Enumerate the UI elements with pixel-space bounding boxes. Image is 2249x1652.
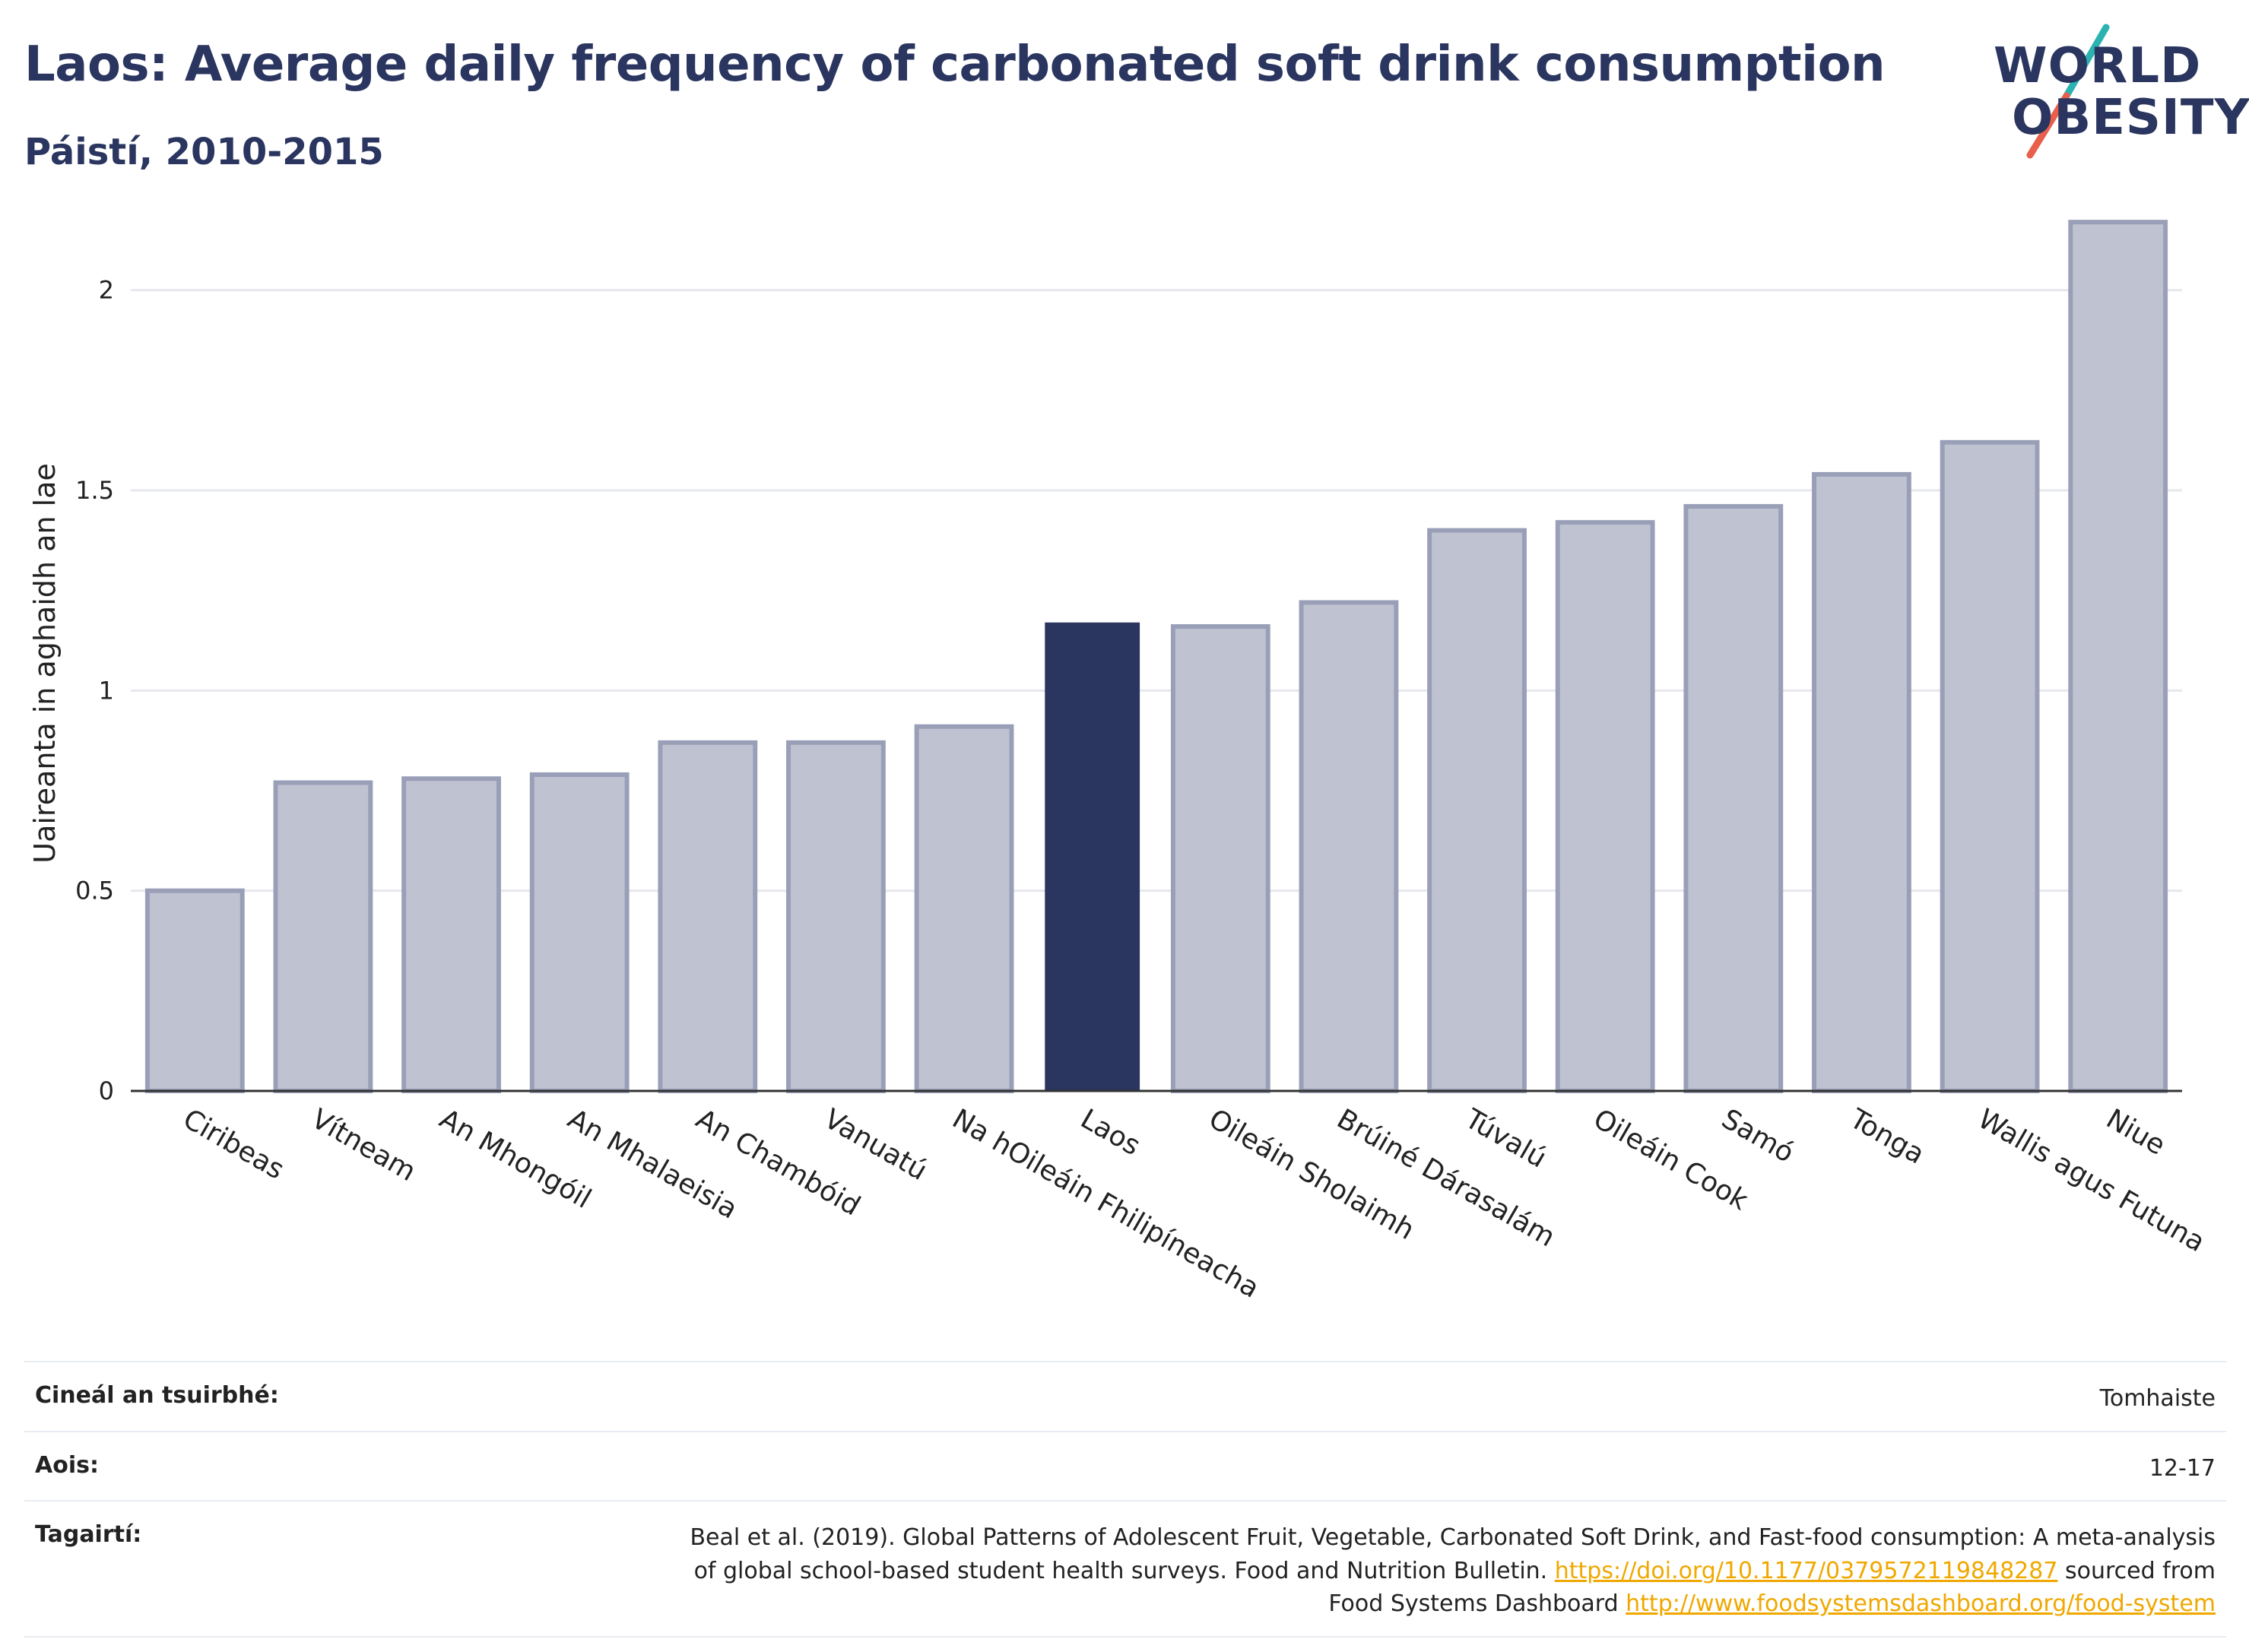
bar-laos <box>1045 622 1140 1091</box>
y-tick-label: 1 <box>99 676 114 705</box>
metadata-table: Cineál an tsuirbhé: Tomhaiste Aois: 12-1… <box>24 1361 2226 1638</box>
reference-text-2: of global school-based student health su… <box>693 1557 1555 1584</box>
references-value: Beal et al. (2019). Global Patterns of A… <box>690 1521 2216 1621</box>
logo-slash-icon <box>2026 24 2110 159</box>
x-tick-label: Oileáin Sholaimh <box>1204 1103 1420 1246</box>
y-tick-label: 0.5 <box>75 877 114 905</box>
chart-title: Laos: Average daily frequency of carbona… <box>24 36 1886 93</box>
logo-text-world: WORLD <box>1994 38 2202 94</box>
x-tick-label: Niue <box>2101 1103 2170 1161</box>
bar-tonga <box>1812 471 1911 1093</box>
bars <box>144 220 2168 1094</box>
logo-text-obesity: OBESITY <box>2012 90 2249 146</box>
survey-type-row: Cineál an tsuirbhé: Tomhaiste <box>24 1361 2226 1431</box>
age-label: Aois: <box>35 1451 99 1479</box>
bar-niue <box>2068 220 2168 1094</box>
bar-ciribeas <box>144 888 245 1093</box>
bar-oileáin-sholaimh <box>1170 624 1270 1093</box>
bar-wallis-agus-futuna <box>1940 439 2040 1093</box>
reference-text-4: Food Systems Dashboard <box>1328 1590 1626 1617</box>
bar-brúiné-dárasalám <box>1299 600 1399 1093</box>
references-row: Tagairtí: Beal et al. (2019). Global Pat… <box>24 1500 2226 1638</box>
x-tick-label: Brúiné Dárasalám <box>1331 1103 1560 1253</box>
bar-na-hoileáin-fhilipíneacha <box>914 724 1014 1093</box>
x-tick-label: Ciribeas <box>178 1103 290 1185</box>
survey-type-label: Cineál an tsuirbhé: <box>35 1382 279 1409</box>
x-tick-label: Samó <box>1716 1103 1799 1169</box>
x-tick-label: Vítneam <box>306 1103 420 1187</box>
references-label: Tagairtí: <box>35 1521 142 1548</box>
y-tick-label: 1.5 <box>75 476 114 505</box>
food-systems-link[interactable]: http://www.foodsystemsdashboard.org/food… <box>1626 1590 2216 1617</box>
y-tick-label: 2 <box>99 276 114 305</box>
reference-text-3: sourced from <box>2057 1557 2216 1584</box>
bar-vanuatú <box>786 740 886 1093</box>
y-tick-label: 0 <box>99 1076 114 1105</box>
bar-oileáin-cook <box>1555 520 1655 1093</box>
x-tick-label: Vanuatú <box>819 1103 932 1187</box>
doi-link[interactable]: https://doi.org/10.1177/0379572119848287 <box>1554 1557 2058 1584</box>
bar-an-chambóid <box>658 740 758 1093</box>
world-obesity-logo: WORLD OBESITY <box>1977 20 2249 164</box>
y-tick-labels: 0 0.5 1 1.5 2 <box>75 276 114 1105</box>
x-tick-label: Laos <box>1075 1103 1145 1162</box>
chart-subtitle: Páistí, 2010-2015 <box>24 131 384 173</box>
x-tick-label: Túvalú <box>1459 1103 1551 1175</box>
y-axis-label: Uaireanta in aghaidh an lae <box>28 463 62 863</box>
x-tick-label: Wallis agus Futuna <box>1973 1103 2210 1258</box>
bar-vítneam <box>273 780 373 1093</box>
bar-túvalú <box>1427 528 1527 1093</box>
reference-text-1: Beal et al. (2019). Global Patterns of A… <box>690 1524 2216 1551</box>
bar-samó <box>1683 504 1784 1093</box>
age-value: 12-17 <box>2149 1454 2216 1482</box>
bar-an-mhalaeisia <box>529 772 630 1094</box>
survey-type-value: Tomhaiste <box>2099 1385 2216 1412</box>
age-row: Aois: 12-17 <box>24 1430 2226 1501</box>
bar-an-mhongóil <box>401 776 501 1093</box>
x-tick-label: Tonga <box>1844 1103 1930 1171</box>
